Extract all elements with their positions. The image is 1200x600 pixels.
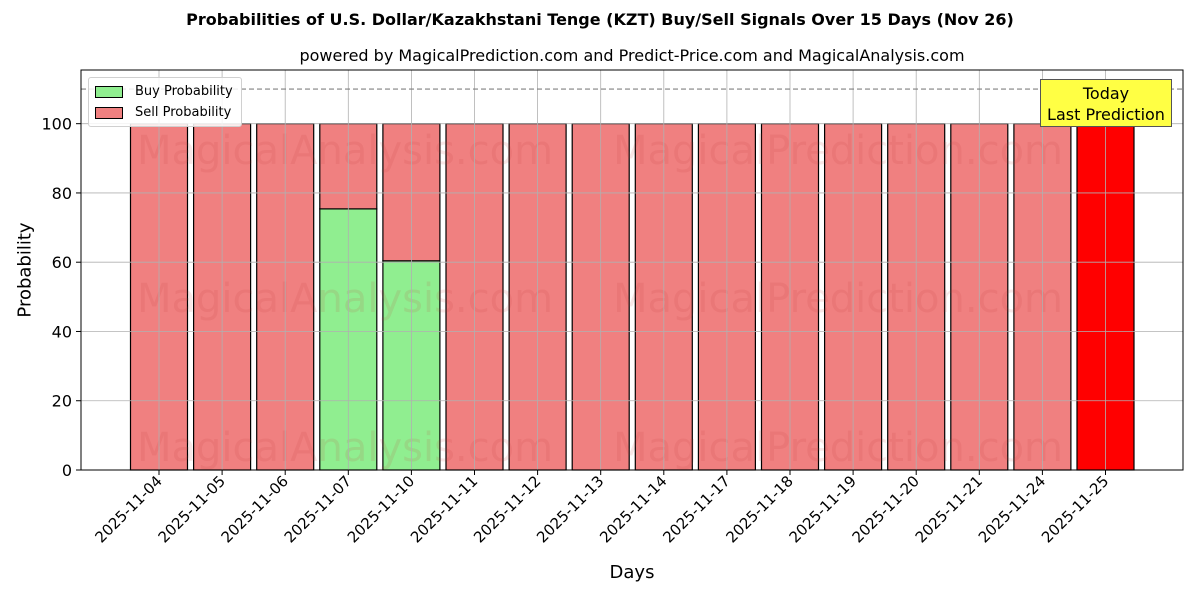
y-tick-label: 20 [52,392,72,411]
x-tick-label: 2025-11-20 [849,472,923,546]
x-tick-label: 2025-11-21 [912,472,986,546]
chart-subtitle: powered by MagicalPrediction.com and Pre… [299,46,965,65]
watermark-text: MagicalPrediction.com [613,425,1063,471]
x-tick-label: 2025-11-05 [155,472,229,546]
watermark-text: MagicalAnalysis.com [137,425,553,471]
x-tick-label: 2025-11-11 [407,472,481,546]
today-annotation-line2: Last Prediction [1047,105,1165,124]
x-tick-label: 2025-11-10 [344,472,418,546]
x-tick-label: 2025-11-06 [218,472,292,546]
legend-label-buy: Buy Probability [135,84,233,99]
x-tick-label: 2025-11-14 [596,472,670,546]
legend-item-buy: Buy Probability [95,81,233,102]
x-tick-label: 2025-11-07 [281,472,355,546]
legend-item-sell: Sell Probability [95,102,233,123]
x-tick-label: 2025-11-17 [659,472,733,546]
x-tick-label: 2025-11-24 [975,472,1049,546]
today-annotation-line1: Today [1082,84,1130,103]
x-tick-label: 2025-11-19 [786,472,860,546]
buy-swatch-icon [95,85,123,98]
today-annotation: Today Last Prediction [1040,79,1172,127]
y-tick-label: 40 [52,322,72,341]
y-tick-label: 0 [62,461,72,480]
watermark-text: MagicalPrediction.com [613,128,1063,174]
x-tick-label: 2025-11-25 [1038,472,1112,546]
sell-swatch-icon [95,106,123,119]
y-tick-label: 80 [52,184,72,203]
legend-label-sell: Sell Probability [135,105,232,120]
x-tick-label: 2025-11-13 [533,472,607,546]
watermark-text: MagicalAnalysis.com [137,276,553,322]
x-tick-label: 2025-11-04 [91,472,165,546]
x-axis-label: Days [609,562,655,583]
y-tick-label: 60 [52,253,72,272]
watermark-text: MagicalPrediction.com [613,276,1063,322]
legend: Buy Probability Sell Probability [88,77,242,127]
x-tick-label: 2025-11-18 [722,472,796,546]
chart-title: Probabilities of U.S. Dollar/Kazakhstani… [186,10,1014,29]
y-tick-label: 100 [41,115,72,134]
y-axis-label: Probability [14,222,36,318]
watermark-text: MagicalAnalysis.com [137,128,553,174]
plot-frame [80,69,1184,471]
x-tick-label: 2025-11-12 [470,472,544,546]
